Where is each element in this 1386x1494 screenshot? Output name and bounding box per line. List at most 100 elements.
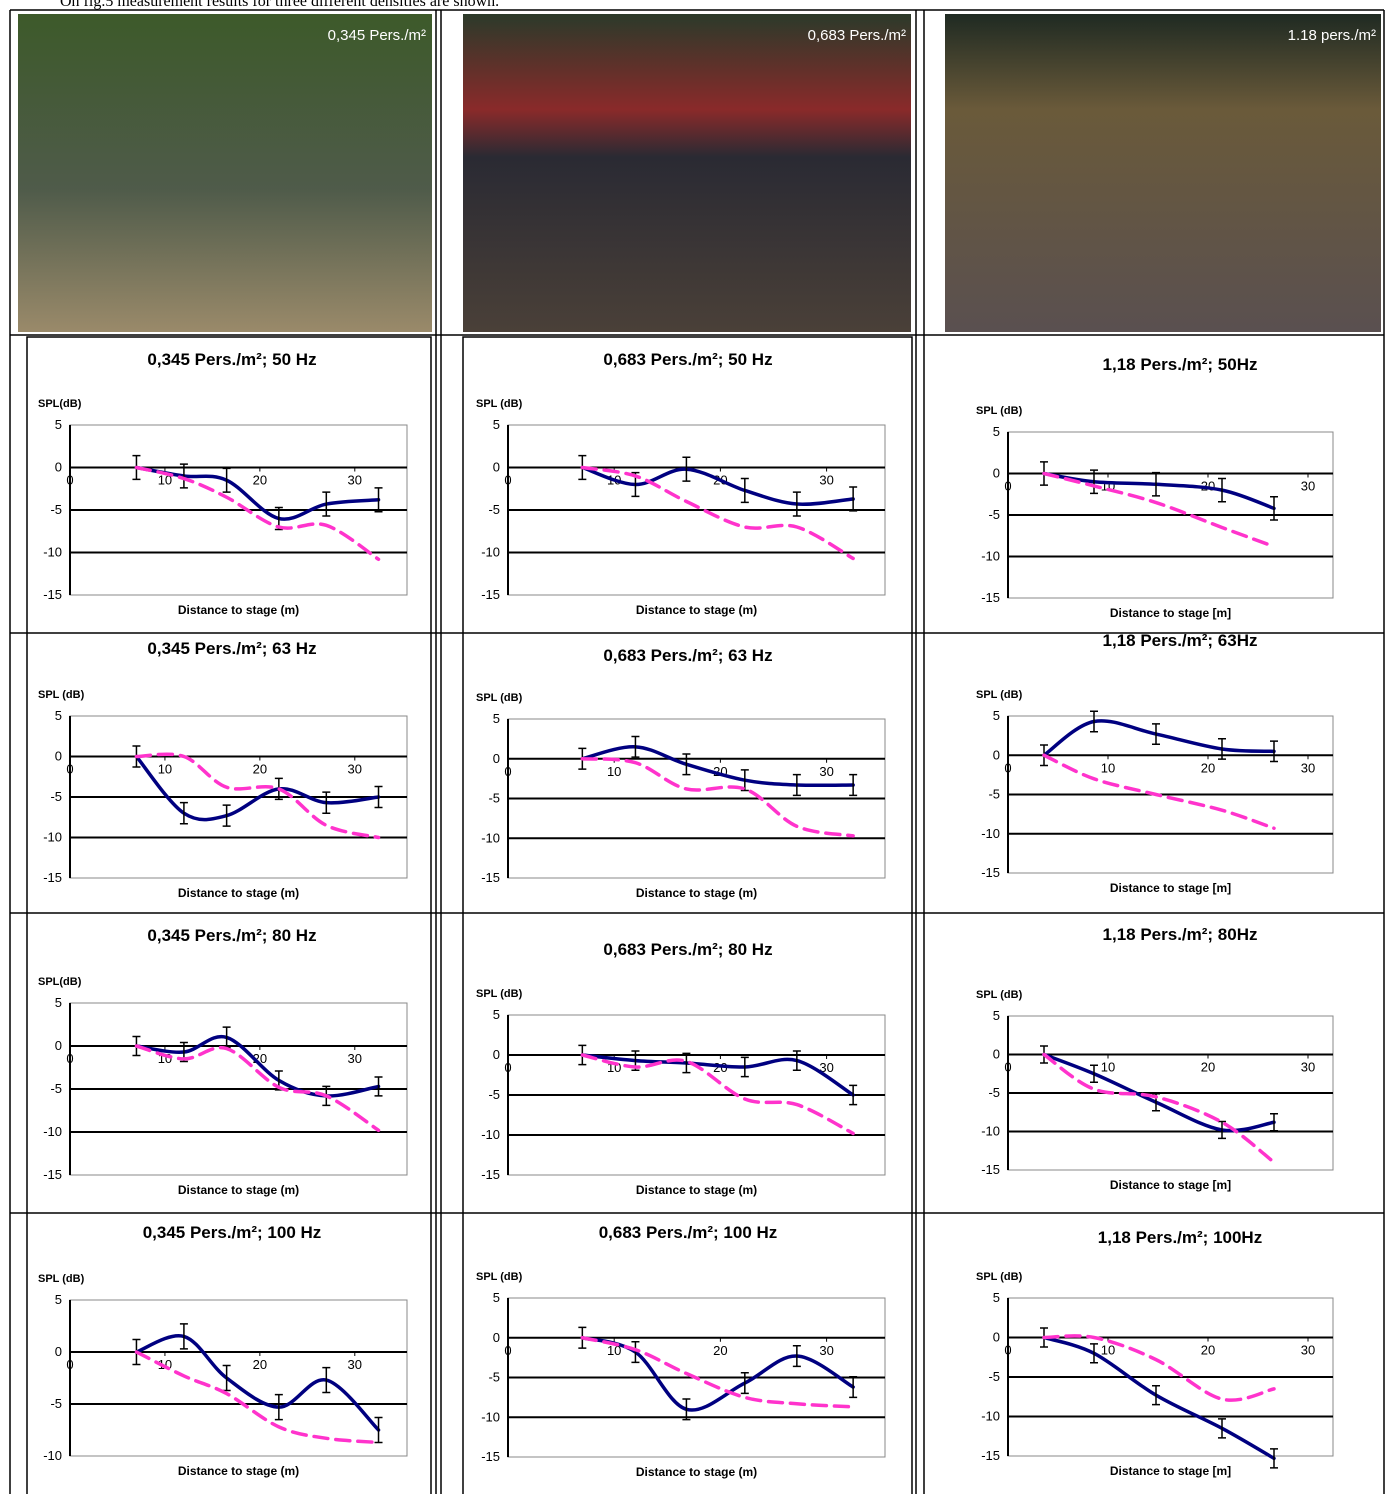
photo: [463, 14, 911, 332]
error-bar: [792, 1344, 801, 1368]
photo: [945, 14, 1381, 332]
x-tick-label: 30: [819, 1343, 833, 1358]
error-bar: [1218, 1418, 1226, 1439]
caption: On fig.5 measurement results for three d…: [60, 0, 499, 10]
photo-label: 0,683 Pers./m²: [808, 27, 906, 44]
y-tick-label: -10: [481, 545, 500, 560]
series-line: [580, 757, 855, 838]
y-tick-label: -15: [981, 590, 1000, 605]
x-axis-label: Distance to stage (m): [636, 886, 757, 900]
x-tick-label: 0: [66, 473, 73, 488]
y-tick-label: -10: [981, 549, 1000, 564]
error-bar: [849, 1084, 858, 1106]
error-bar: [740, 769, 749, 792]
y-tick-label: 0: [55, 1038, 62, 1053]
y-tick-label: -15: [981, 1448, 1000, 1463]
x-axis-label: Distance to stage (m): [636, 1183, 757, 1197]
x-tick-label: 0: [504, 1343, 511, 1358]
error-bar: [792, 773, 801, 797]
error-bar: [740, 477, 749, 504]
error-bar: [222, 804, 231, 827]
y-tick-label: 5: [993, 424, 1000, 439]
y-tick-label: -10: [43, 830, 62, 845]
y-axis-label: SPL (dB): [976, 989, 1023, 1001]
y-axis-label: SPL (dB): [476, 988, 523, 1000]
series-line: [134, 1350, 381, 1445]
y-tick-label: 0: [993, 466, 1000, 481]
y-axis-label: SPL (dB): [38, 689, 85, 701]
series-line: [580, 465, 855, 561]
error-bar: [849, 486, 858, 512]
y-tick-label: -5: [988, 1369, 1000, 1384]
error-bar: [1270, 1448, 1278, 1469]
y-tick-label: -5: [488, 502, 500, 517]
photo-label: 1.18 pers./m²: [1288, 27, 1376, 44]
chart-title: 1,18 Pers./m²; 63Hz: [1103, 631, 1258, 650]
series-line: [134, 1044, 381, 1133]
y-tick-label: 0: [493, 1330, 500, 1345]
x-tick-label: 10: [158, 762, 172, 777]
series-line: [580, 1336, 855, 1409]
y-tick-label: -5: [50, 1396, 62, 1411]
error-bar: [682, 456, 691, 482]
y-axis-label: SPL (dB): [976, 1271, 1023, 1283]
y-tick-label: -15: [43, 870, 62, 885]
error-bar: [1218, 477, 1226, 503]
x-tick-label: 30: [819, 764, 833, 779]
error-bar: [792, 491, 801, 517]
series-line: [1042, 1052, 1276, 1165]
error-bar: [631, 1340, 640, 1364]
error-bar: [1270, 740, 1278, 763]
error-bar: [1152, 723, 1160, 746]
x-tick-label: 20: [253, 762, 267, 777]
x-tick-label: 0: [66, 1357, 73, 1372]
y-tick-label: 5: [493, 711, 500, 726]
y-tick-label: 5: [993, 1008, 1000, 1023]
y-tick-label: 5: [993, 1290, 1000, 1305]
chart-title: 0,683 Pers./m²; 63 Hz: [603, 646, 772, 665]
x-axis-label: Distance to stage [m]: [1110, 1178, 1231, 1192]
error-bar: [374, 1076, 383, 1097]
chart-title: 0,345 Pers./m²; 63 Hz: [147, 639, 316, 658]
error-bar: [1218, 1120, 1226, 1140]
error-bar: [1270, 495, 1278, 521]
error-bar: [849, 773, 858, 797]
x-tick-label: 30: [1301, 760, 1315, 775]
x-tick-label: 0: [504, 473, 511, 488]
x-tick-label: 30: [1301, 1060, 1315, 1075]
x-tick-label: 0: [1004, 479, 1011, 494]
y-tick-label: 0: [493, 460, 500, 475]
y-tick-label: -5: [488, 1370, 500, 1385]
error-bar: [1152, 1384, 1160, 1406]
y-tick-label: -10: [43, 1124, 62, 1139]
series-line: [134, 465, 381, 562]
error-bar: [322, 791, 331, 814]
x-tick-label: 0: [504, 764, 511, 779]
y-tick-label: -15: [481, 870, 500, 885]
y-tick-label: 0: [493, 751, 500, 766]
y-tick-label: -5: [488, 791, 500, 806]
error-bar: [222, 467, 231, 493]
chart-title: 0,683 Pers./m²; 100 Hz: [599, 1223, 778, 1242]
table-grid: [9, 9, 1385, 1494]
chart-title: 0,345 Pers./m²; 100 Hz: [143, 1223, 322, 1242]
x-tick-label: 10: [1101, 1343, 1115, 1358]
x-axis-label: Distance to stage (m): [636, 1465, 757, 1479]
error-bar: [274, 1393, 283, 1421]
error-bar: [1090, 1064, 1098, 1083]
x-axis-label: Distance to stage [m]: [1110, 1464, 1231, 1478]
y-tick-label: -5: [50, 502, 62, 517]
x-axis-label: Distance to stage (m): [178, 1183, 299, 1197]
error-bar: [631, 735, 640, 758]
chart-title: 0,345 Pers./m²; 50 Hz: [147, 350, 316, 369]
x-tick-label: 0: [1004, 760, 1011, 775]
error-bar: [322, 1366, 331, 1394]
x-tick-label: 30: [348, 1357, 362, 1372]
chart-title: 0,345 Pers./m²; 80 Hz: [147, 926, 316, 945]
series-line: [134, 754, 381, 822]
y-tick-label: -10: [981, 1124, 1000, 1139]
x-tick-label: 20: [713, 1343, 727, 1358]
x-tick-label: 10: [1101, 1060, 1115, 1075]
y-tick-label: -15: [43, 587, 62, 602]
